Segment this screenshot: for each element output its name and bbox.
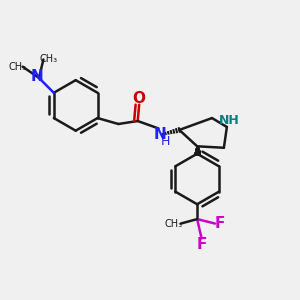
Text: N: N xyxy=(31,69,44,84)
Text: CH₃: CH₃ xyxy=(164,219,182,229)
Text: F: F xyxy=(196,238,207,253)
Text: H: H xyxy=(161,135,171,148)
Text: CH₃: CH₃ xyxy=(40,55,58,64)
Text: NH: NH xyxy=(219,114,240,127)
Text: F: F xyxy=(214,216,225,231)
Text: O: O xyxy=(133,91,146,106)
Text: N: N xyxy=(154,128,166,142)
Text: CH₃: CH₃ xyxy=(8,61,26,72)
